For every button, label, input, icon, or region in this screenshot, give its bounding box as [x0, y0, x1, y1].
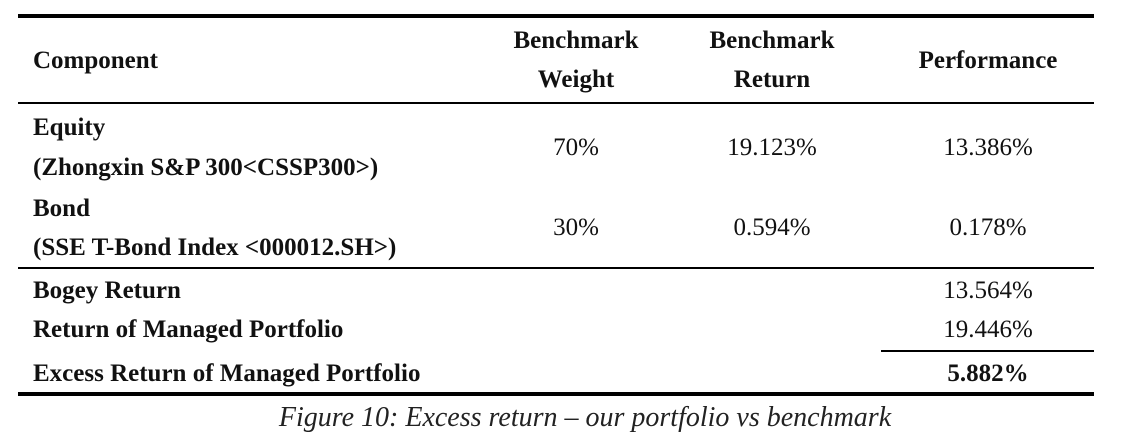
- summary-managed-value: 19.446%: [943, 316, 1033, 343]
- row-bond-name-line2: (SSE T-Bond Index <000012.SH>): [33, 234, 397, 261]
- header-rule: [18, 102, 1094, 104]
- body-rule: [18, 267, 1094, 269]
- row-bond-name-line1: Bond: [33, 195, 90, 222]
- row-equity-name-line1: Equity: [33, 114, 106, 141]
- row-bond-return: 0.594%: [733, 214, 811, 241]
- bottom-rule: [18, 392, 1094, 396]
- row-equity-name-line2: (Zhongxin S&P 300<CSSP300>): [33, 154, 379, 181]
- figure-caption: Figure 10: Excess return – our portfolio…: [278, 402, 892, 433]
- header-performance: Performance: [918, 47, 1058, 74]
- row-equity-performance: 13.386%: [943, 134, 1033, 161]
- row-equity-return: 19.123%: [727, 134, 817, 161]
- summary-excess-label: Excess Return of Managed Portfolio: [33, 360, 421, 387]
- sum-underline: [881, 350, 1094, 352]
- summary-excess-value: 5.882%: [947, 360, 1029, 387]
- summary-managed-label: Return of Managed Portfolio: [33, 316, 344, 343]
- header-weight-line2: Weight: [537, 66, 615, 93]
- row-bond-weight: 30%: [553, 214, 599, 241]
- row-equity-weight: 70%: [553, 134, 599, 161]
- top-rule: [18, 14, 1094, 18]
- header-return-line2: Return: [733, 66, 811, 93]
- summary-bogey-label: Bogey Return: [33, 277, 181, 304]
- summary-bogey-value: 13.564%: [943, 277, 1033, 304]
- header-component: Component: [33, 47, 159, 74]
- header-weight-line1: Benchmark: [513, 27, 639, 54]
- header-return-line1: Benchmark: [709, 27, 835, 54]
- row-bond-performance: 0.178%: [949, 214, 1027, 241]
